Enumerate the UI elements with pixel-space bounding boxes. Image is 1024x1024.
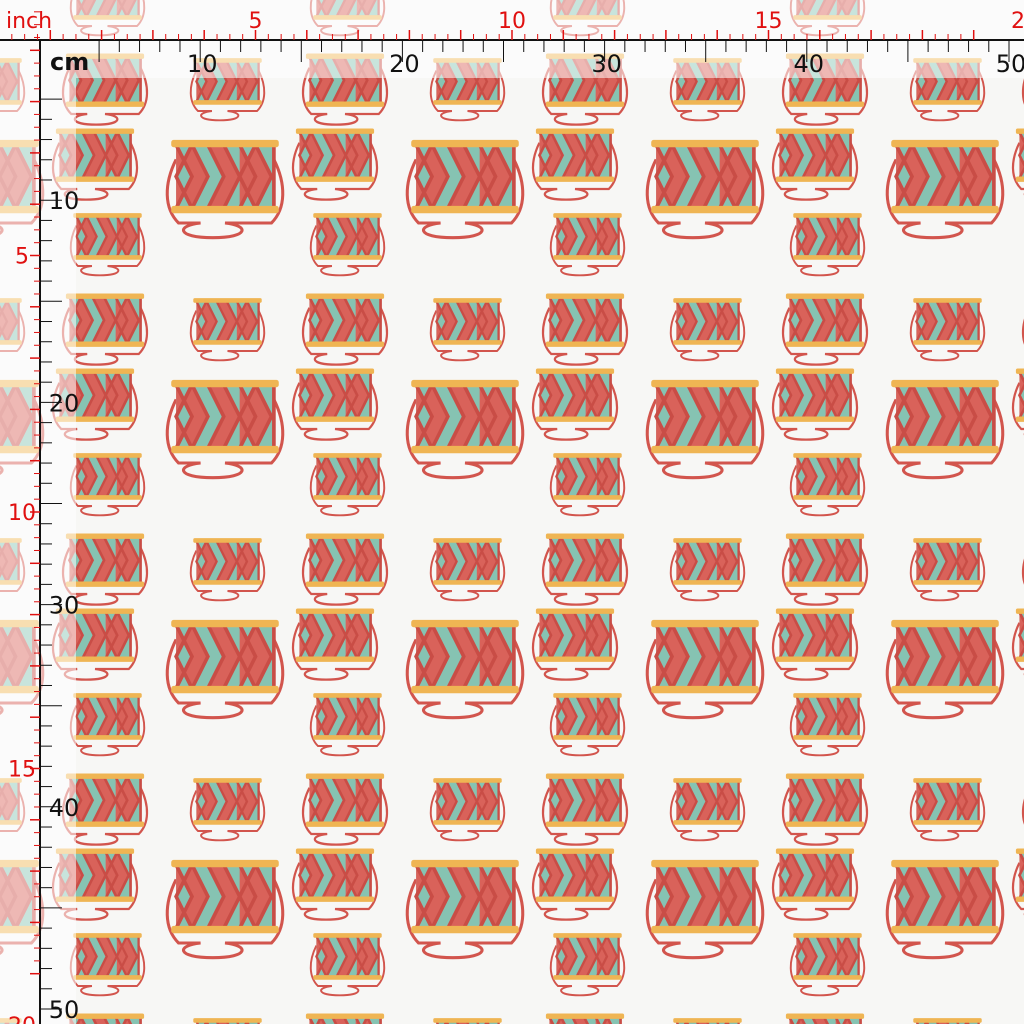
cm-label: 10: [187, 50, 218, 78]
cm-label: 20: [49, 389, 80, 417]
inch-label: 20: [8, 1014, 36, 1024]
inch-label: 20: [1011, 9, 1024, 34]
inch-label: 10: [8, 501, 36, 526]
inch-label: 10: [498, 9, 526, 34]
cm-unit: cm: [50, 48, 89, 76]
inch-label: 15: [755, 9, 783, 34]
left-ruler: [0, 78, 76, 1024]
cm-label: 30: [49, 592, 80, 620]
cm-label: 50: [996, 50, 1024, 78]
inch-label: 15: [8, 758, 36, 783]
inch-label: 5: [15, 245, 29, 270]
cm-label: 40: [49, 794, 80, 822]
cm-label: 50: [49, 996, 80, 1024]
cm-label: 40: [794, 50, 825, 78]
inch-label: 5: [249, 9, 263, 34]
cm-label: 10: [49, 187, 80, 215]
cm-label: 20: [389, 50, 420, 78]
cm-label: 30: [591, 50, 622, 78]
inch-unit: inch: [6, 9, 52, 34]
